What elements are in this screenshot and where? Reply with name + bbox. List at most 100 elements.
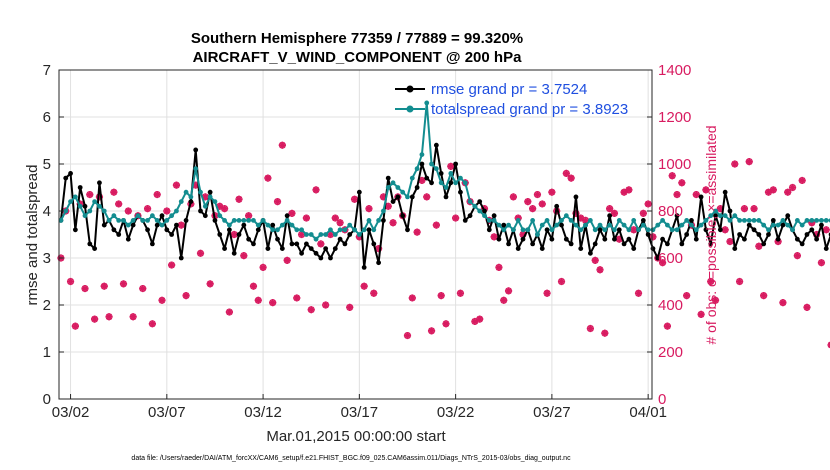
rmse-point [429,180,434,186]
obs-assimilated-point [601,329,609,337]
y-tick-label: 4 [43,203,51,220]
rmse-point [405,227,410,233]
obs-assimilated-point [206,280,214,288]
obs-assimilated-point [403,331,412,340]
obs-assimilated-point [331,214,339,222]
spread-point [299,227,304,233]
obs-assimilated-point [254,296,262,304]
rmse-point [819,222,824,228]
obs-assimilated-point [557,277,566,286]
obs-assimilated-point [264,174,272,182]
rmse-point [255,227,261,233]
rmse-point [265,246,271,252]
spread-point [626,227,632,233]
y-right-tick-label: 1400 [658,62,691,79]
rmse-point [703,227,709,233]
obs-assimilated-point [192,181,200,189]
rmse-point [299,250,304,256]
spread-point [82,213,88,219]
obs-assimilated-point [163,207,171,215]
rmse-point [304,241,309,247]
rmse-point [544,227,550,233]
rmse-point [198,208,203,214]
plot-frame [58,69,653,400]
spread-point [645,227,651,233]
obs-assimilated-point [543,289,551,297]
obs-assimilated-point [755,242,763,250]
spread-point [198,189,203,195]
rmse-point [395,194,401,200]
obs-assimilated-point [702,186,710,194]
obs-assimilated-point [110,188,118,196]
spread-point [135,213,141,219]
rmse-point [621,241,627,247]
obs-assimilated-point [509,193,517,201]
rmse-point [246,236,252,242]
legend-spread-marker [406,105,414,113]
legend-rmse-label: rmse grand pr = 3.7524 [431,81,587,98]
spread-point [472,203,478,209]
legend: rmse grand pr = 3.7524 totalspread grand… [395,81,628,118]
spread-point [308,232,314,237]
obs-assimilated-point [312,186,320,194]
spread-point [544,218,550,223]
obs-assimilated-point [293,294,301,302]
rmse-point [414,185,420,190]
rmse-point [775,236,781,242]
spread-point [751,218,757,223]
obs-assimilated-point [740,205,749,213]
spread-point [665,222,670,228]
obs-assimilated-point [822,226,830,234]
obs-assimilated-point [625,186,633,194]
rmse-point [424,175,430,181]
rmse-point [308,246,314,252]
rmse-point [597,227,603,233]
data-file-footer: data file: /Users/raeder/DAI/ATM_forcXX/… [131,455,571,462]
obs-assimilated-point [658,259,667,267]
spread-point [169,213,175,219]
spread-point [717,213,723,219]
rmse-point [97,180,102,186]
rmse-point [612,236,617,242]
spread-point [207,194,213,200]
rmse-point [323,246,329,252]
spread-point [202,203,208,209]
spread-point [366,218,372,223]
obs-assimilated-point [524,198,532,206]
obs-assimilated-point [793,252,801,260]
spread-point [819,218,824,223]
rmse-point [799,241,805,247]
spread-point [486,218,492,223]
spread-point [453,180,459,186]
y-right-tick-label: 400 [658,297,683,314]
spread-point [602,227,608,233]
rmse-point [486,227,492,233]
obs-assimilated-point [216,202,224,210]
x-tick-label: 04/01 [629,404,667,421]
spread-point [77,203,83,209]
rmse-point [515,246,521,252]
obs-assimilated-point [456,289,465,297]
rmse-point [145,227,150,233]
obs-assimilated-point [567,174,575,182]
obs-assimilated-point [168,261,176,269]
spread-point [381,208,386,214]
obs-assimilated-point [143,205,152,213]
rmse-point [419,161,425,167]
spread-point [462,180,468,186]
spread-point [183,189,189,195]
rmse-point [607,213,613,219]
spread-point [525,227,531,233]
obs-assimilated-point [500,296,508,304]
obs-assimilated-point [302,214,311,222]
rmse-point [766,232,771,237]
obs-assimilated-point [66,277,75,286]
obs-assimilated-point [153,190,161,199]
obs-assimilated-point [129,313,137,321]
obs-assimilated-point [745,158,753,166]
spread-point [106,218,112,223]
spread-point [607,222,613,228]
obs-assimilated-point [384,202,392,210]
obs-assimilated-point [495,263,503,271]
